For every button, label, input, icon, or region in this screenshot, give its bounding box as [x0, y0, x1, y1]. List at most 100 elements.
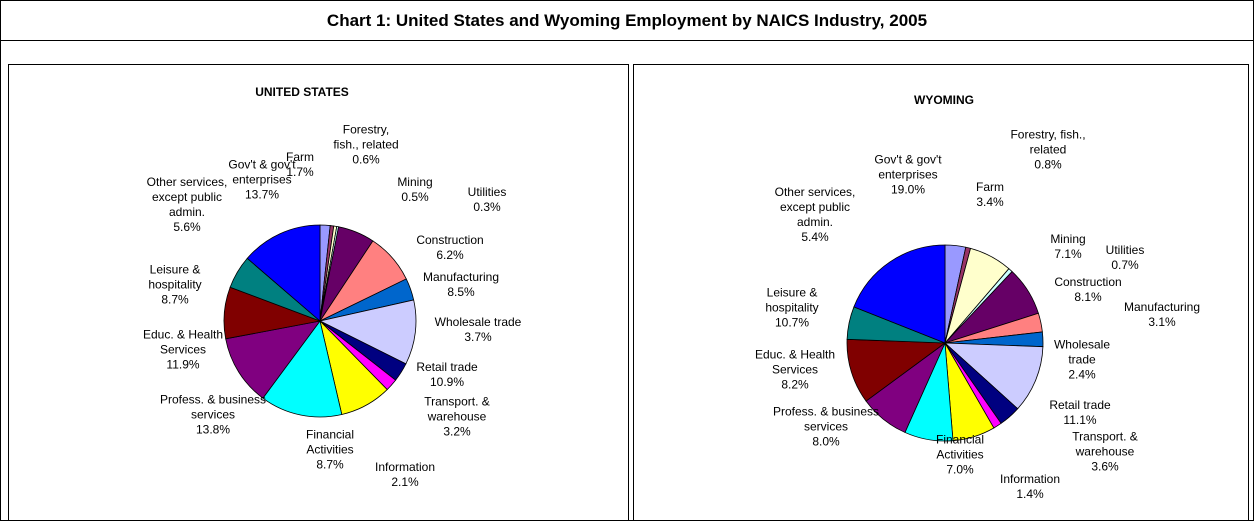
value-label: 10.9%	[429, 375, 465, 389]
category-label: Mining	[1050, 232, 1086, 246]
category-label: Utilities	[467, 185, 507, 199]
value-label: 5.4%	[801, 230, 829, 244]
slice-label: Gov't & gov't enterprises 19.0%	[868, 153, 948, 198]
chart-title: UNITED STATES	[255, 85, 349, 99]
value-label: 19.0%	[890, 182, 926, 197]
value-label: 0.7%	[1111, 258, 1139, 272]
category-label: Profess. & business services	[772, 404, 880, 434]
slice-label: Leisure & hospitality 8.7%	[135, 263, 215, 308]
category-label: Mining	[397, 175, 433, 189]
slice-label: Transport. & warehouse 3.2%	[417, 395, 497, 440]
category-label: Wholesale trade	[434, 315, 522, 329]
value-label: 1.4%	[1016, 487, 1044, 501]
slice-label: Construction 6.2%	[405, 233, 495, 263]
slice-label: Farm 3.4%	[960, 180, 1020, 210]
pie-slice	[225, 320, 321, 399]
category-label: Gov't & gov't enterprises	[874, 152, 942, 182]
value-label: 0.3%	[473, 200, 501, 214]
pie-slice	[262, 320, 343, 418]
category-label: Retail trade	[1049, 398, 1111, 412]
value-label: 0.8%	[1034, 157, 1062, 172]
slice-label: Farm 1.7%	[270, 150, 330, 180]
slice-label: Leisure & hospitality 10.7%	[752, 286, 832, 331]
value-label: 11.1%	[1063, 413, 1097, 427]
value-label: 8.7%	[161, 292, 189, 307]
value-label: 3.6%	[1091, 459, 1119, 474]
slice-label: Financial Activities 8.7%	[295, 428, 365, 473]
slice-label: Wholesale trade 2.4%	[1047, 338, 1117, 383]
category-label: Construction	[1054, 275, 1122, 289]
page-title: Chart 1: United States and Wyoming Emplo…	[326, 11, 928, 30]
slice-label: Profess. & business services 8.0%	[771, 405, 881, 450]
category-label: Utilities	[1105, 243, 1145, 257]
slice-label: Mining 7.1%	[1038, 232, 1098, 262]
slice-label: Other services, except public admin. 5.4%	[765, 185, 865, 245]
slice-label: Utilities 0.3%	[457, 185, 517, 215]
category-label: Transport. & warehouse	[424, 394, 490, 424]
category-label: Gov't & gov't enterprises	[228, 157, 296, 187]
value-label: 0.5%	[401, 190, 429, 204]
category-label: Transport. & warehouse	[1072, 429, 1138, 459]
value-label: 7.1%	[1054, 247, 1082, 261]
slice-label: Information 1.4%	[990, 472, 1070, 502]
value-label: 3.4%	[976, 195, 1004, 209]
slice-label: Educ. & Health Services 11.9%	[133, 328, 233, 373]
value-label: 8.1%	[1074, 290, 1102, 304]
slice-label: Information 2.1%	[365, 460, 445, 490]
category-label: Farm	[976, 180, 1004, 194]
value-label: 3.7%	[464, 330, 492, 344]
value-label: 8.0%	[812, 434, 840, 449]
slice-label: Construction 8.1%	[1043, 275, 1133, 305]
pie-slice	[246, 224, 321, 322]
value-label: 1.7%	[286, 165, 314, 179]
category-label: Wholesale trade	[1053, 337, 1111, 367]
category-label: Profess. & business services	[159, 392, 267, 422]
slice-label: Educ. & Health Services 8.2%	[745, 348, 845, 393]
value-label: 2.1%	[391, 475, 419, 489]
category-label: Leisure & hospitality	[765, 285, 819, 315]
category-label: Financial Activities	[935, 432, 985, 462]
category-label: Educ. & Health Services	[142, 327, 224, 357]
value-label: 5.6%	[173, 220, 201, 234]
slice-label: Profess. & business services 13.8%	[158, 393, 268, 438]
value-label: 7.0%	[946, 462, 974, 477]
pie-slice	[853, 244, 946, 344]
category-label: Manufacturing	[1123, 300, 1201, 314]
value-label: 3.1%	[1148, 315, 1176, 329]
value-label: 3.2%	[443, 424, 471, 439]
value-label: 8.5%	[447, 285, 475, 299]
category-label: Leisure & hospitality	[148, 262, 202, 292]
value-label: 0.6%	[352, 152, 380, 167]
category-label: Construction	[416, 233, 484, 247]
slice-label: Mining 0.5%	[385, 175, 445, 205]
slice-label: Forestry, fish., related 0.6%	[331, 123, 401, 168]
slice-label: Gov't & gov't enterprises 13.7%	[222, 158, 302, 203]
value-label: 10.7%	[774, 315, 810, 330]
category-label: Other services, except public admin.	[774, 185, 856, 229]
value-label: 8.7%	[316, 457, 344, 472]
slice-label: Manufacturing 8.5%	[411, 270, 511, 300]
slice-label: Manufacturing 3.1%	[1112, 300, 1212, 330]
slice-label: Retail trade 10.9%	[407, 360, 487, 390]
category-label: Educ. & Health Services	[754, 347, 836, 377]
pie-slice	[943, 342, 1044, 410]
category-label: Forestry, fish., related	[333, 122, 399, 152]
category-label: Retail trade	[416, 360, 478, 374]
value-label: 2.4%	[1068, 367, 1096, 382]
category-label: Forestry, fish., related	[1010, 127, 1086, 157]
slice-label: Wholesale trade 3.7%	[423, 315, 533, 345]
category-label: Information	[374, 460, 436, 474]
slice-label: Other services, except public admin. 5.6%	[137, 175, 237, 235]
slice-label: Financial Activities 7.0%	[925, 433, 995, 478]
category-label: Other services, except public admin.	[146, 175, 228, 219]
slice-label: Transport. & warehouse 3.6%	[1065, 430, 1145, 475]
slice-label: Utilities 0.7%	[1095, 243, 1155, 273]
slice-label: Forestry, fish., related 0.8%	[1008, 128, 1088, 173]
category-label: Manufacturing	[422, 270, 500, 284]
pie-slice	[318, 299, 417, 365]
value-label: 13.7%	[244, 187, 280, 202]
value-label: 6.2%	[436, 248, 464, 262]
category-label: Farm	[286, 150, 314, 164]
